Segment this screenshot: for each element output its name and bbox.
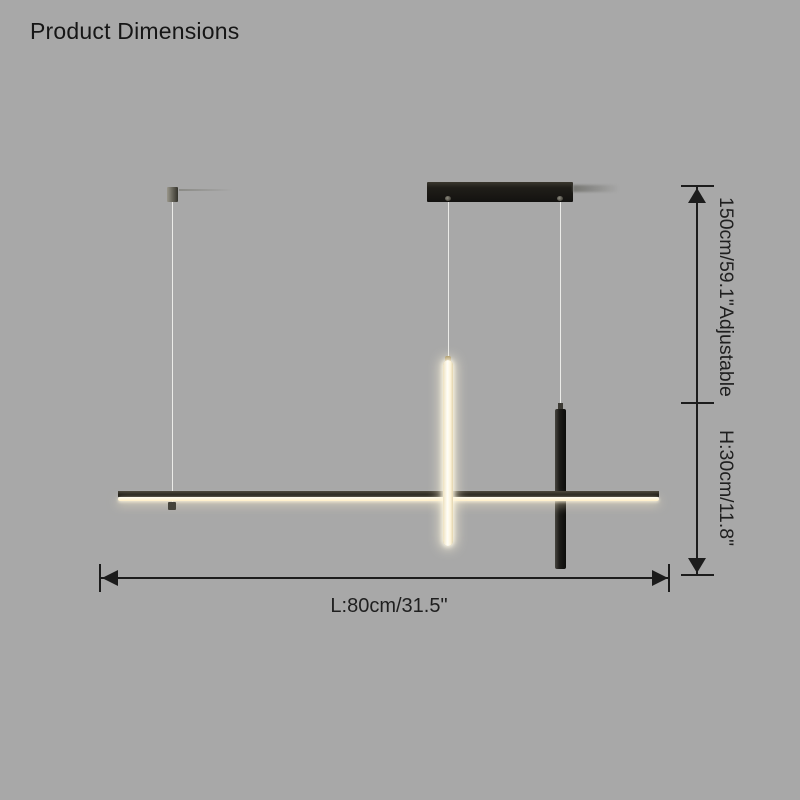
vertical-tick-middle xyxy=(681,402,714,404)
plate-shadow xyxy=(573,185,619,192)
arrow-right-icon xyxy=(652,570,668,586)
horizontal-light-bar xyxy=(118,491,659,501)
horizontal-tick-right xyxy=(668,564,670,592)
arrow-down-icon xyxy=(688,558,706,573)
vertical-tick-bottom xyxy=(681,574,714,576)
fixture-length-label: L:80cm/31.5" xyxy=(330,595,448,617)
suspension-height-label: 150cm/59.1"Adjustable xyxy=(715,197,737,397)
led-tube-connector xyxy=(445,356,451,362)
suspension-wire-left xyxy=(172,202,173,503)
vertical-tick-top xyxy=(681,185,714,187)
plate-screw-right xyxy=(557,196,563,201)
vertical-led-tube xyxy=(443,360,453,546)
black-tube-connector xyxy=(558,403,563,410)
wire-connector-left xyxy=(168,502,176,510)
suspension-wire-right xyxy=(560,202,561,409)
horizontal-dimension-line xyxy=(100,577,670,579)
suspension-wire-center xyxy=(448,202,449,361)
plate-screw-left xyxy=(445,196,451,201)
canopy-shadow xyxy=(179,189,233,191)
arrow-left-icon xyxy=(102,570,118,586)
page-title: Product Dimensions xyxy=(30,18,240,44)
light-bar-led-strip xyxy=(118,497,659,501)
ceiling-mount-plate xyxy=(427,182,573,202)
vertical-black-bar xyxy=(555,409,566,569)
arrow-up-icon xyxy=(688,188,706,203)
ceiling-canopy-left xyxy=(167,187,178,202)
vertical-dimension-line xyxy=(696,186,698,575)
horizontal-tick-left xyxy=(99,564,101,592)
fixture-height-label: H:30cm/11.8" xyxy=(715,430,737,547)
light-bar-housing xyxy=(118,491,659,497)
